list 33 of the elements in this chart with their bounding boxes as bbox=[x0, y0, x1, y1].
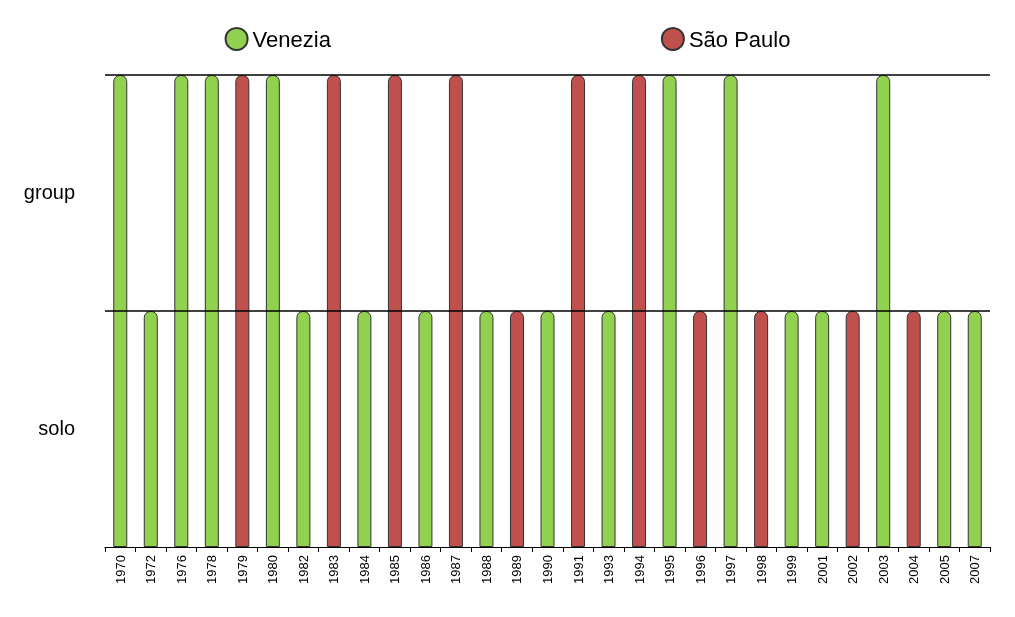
x-tick-label: 1982 bbox=[295, 555, 311, 584]
text: group bbox=[23, 181, 75, 203]
x-tick-label: 1987 bbox=[448, 555, 464, 584]
x-tick-label: 1984 bbox=[356, 555, 372, 584]
x-tick-label: 1983 bbox=[326, 555, 342, 584]
x-tick-label: 2005 bbox=[936, 555, 952, 584]
x-tick-label: 1989 bbox=[509, 555, 525, 584]
x-tick-label: 2003 bbox=[875, 555, 891, 584]
x-tick-label: 1995 bbox=[662, 555, 678, 584]
x-tick-label: 1999 bbox=[784, 555, 800, 584]
x-tick-label: 1990 bbox=[540, 555, 555, 584]
x-tick-label: 1979 bbox=[234, 555, 250, 584]
x-tick-label: 2007 bbox=[967, 555, 983, 584]
x-tick-label: 1991 bbox=[570, 555, 586, 584]
text: solo bbox=[38, 417, 76, 439]
x-tick-label: 1998 bbox=[753, 555, 769, 584]
x-tick-label: 1972 bbox=[143, 555, 159, 584]
x-tick-label: 1993 bbox=[601, 555, 617, 584]
x-tick-label: 1986 bbox=[417, 555, 433, 584]
x-tick-label: 1994 bbox=[631, 555, 647, 584]
x-tick-label: 1978 bbox=[204, 555, 220, 584]
x-tick-label: 1996 bbox=[692, 555, 708, 584]
x-tick-label: 2004 bbox=[906, 555, 922, 584]
x-tick-label: 2001 bbox=[814, 555, 830, 584]
legend-label: Venezia bbox=[252, 26, 332, 52]
x-tick-label: 2002 bbox=[845, 555, 861, 584]
x-tick-label: 1970 bbox=[112, 555, 128, 584]
x-tick-label: 1985 bbox=[387, 555, 403, 584]
x-tick-label: 1980 bbox=[265, 555, 281, 584]
x-tick-label: 1997 bbox=[723, 555, 739, 584]
x-tick-label: 1976 bbox=[173, 555, 189, 584]
legend-label: São Paulo bbox=[688, 26, 791, 52]
x-tick-label: 1988 bbox=[478, 555, 494, 584]
